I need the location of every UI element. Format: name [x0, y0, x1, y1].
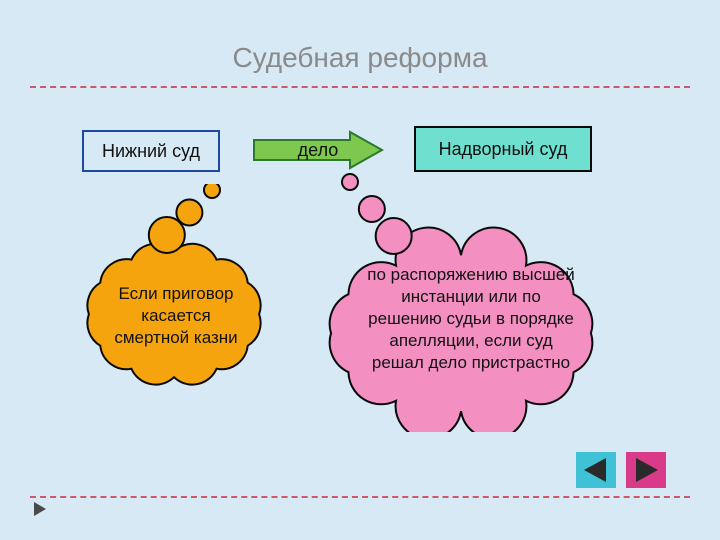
nav-back-button[interactable]	[576, 452, 616, 488]
box-lower-court: Нижний суд	[82, 130, 220, 172]
box-lower-court-label: Нижний суд	[102, 141, 200, 162]
slide: Судебная реформа Нижний суд Надворный су…	[0, 0, 720, 540]
case-arrow: дело	[252, 130, 384, 170]
divider-top	[30, 86, 690, 88]
nav-forward-button[interactable]	[626, 452, 666, 488]
bullet-arrow-icon	[34, 502, 48, 516]
cloud-condition-right-text: по распоряжению высшей инстанции или по …	[366, 244, 576, 394]
box-upper-court-label: Надворный суд	[439, 139, 568, 160]
nav-buttons	[576, 452, 666, 488]
case-arrow-label: дело	[298, 140, 339, 161]
divider-bottom	[30, 496, 690, 498]
cloud-condition-left: Если приговор касается смертной казни	[62, 184, 286, 394]
cloud-condition-right: по распоряжению высшей инстанции или по …	[290, 172, 632, 432]
triangle-right-icon	[626, 452, 666, 488]
cloud-condition-left-text: Если приговор касается смертной казни	[106, 266, 246, 366]
box-upper-court: Надворный суд	[414, 126, 592, 172]
page-title: Судебная реформа	[0, 42, 720, 74]
triangle-left-icon	[576, 452, 616, 488]
